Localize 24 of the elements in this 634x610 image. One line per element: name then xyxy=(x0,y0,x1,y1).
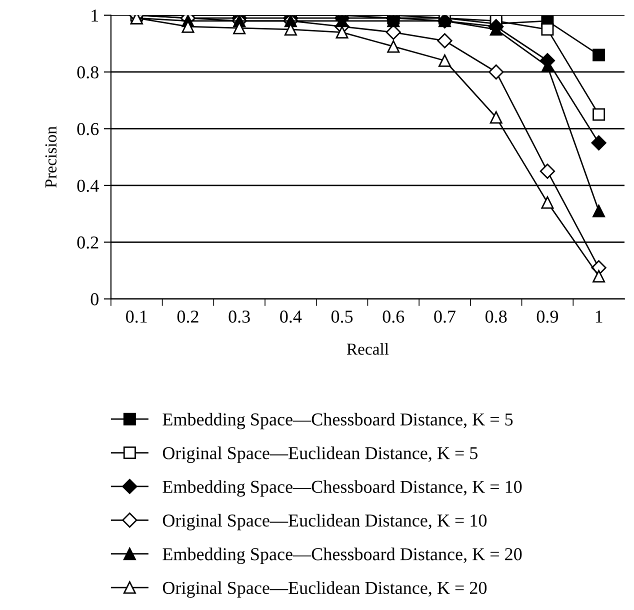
x-tick-label: 0.6 xyxy=(382,310,404,323)
x-tick-label: 0.2 xyxy=(177,310,198,323)
legend-label: Original Space—Euclidean Distance, K = 10 xyxy=(162,514,487,530)
x-tick-label: 0.9 xyxy=(536,310,558,323)
x-tick-label: 0.8 xyxy=(486,310,507,323)
y-tick-label: 0.6 xyxy=(77,122,99,136)
x-tick-label: 0.5 xyxy=(331,310,353,323)
x-axis-title: Recall xyxy=(346,343,389,355)
y-tick-label: 1 xyxy=(92,10,98,22)
x-tick-label: 0.1 xyxy=(126,310,147,323)
y-tick-label: 0.8 xyxy=(77,66,98,78)
x-tick-label: 0.4 xyxy=(280,310,302,323)
legend-label: Original Space—Euclidean Distance, K = 5 xyxy=(162,446,478,463)
legend-label: Embedding Space—Chessboard Distance, K = 10 xyxy=(162,480,522,497)
x-tick-label: 1 xyxy=(596,310,602,323)
y-tick-label: 0.4 xyxy=(77,180,99,192)
y-axis-title: Precision xyxy=(45,126,57,188)
legend-label: Embedding Space—Chessboard Distance, K = 5 xyxy=(162,412,513,430)
x-tick-label: 0.3 xyxy=(228,310,250,323)
y-tick-label: 0.2 xyxy=(77,236,98,249)
x-tick-label: 0.7 xyxy=(434,310,456,323)
y-tick-label: 0 xyxy=(90,293,98,306)
legend-label: Embedding Space—Chessboard Distance, K = 20 xyxy=(162,548,522,564)
legend-label: Original Space—Euclidean Distance, K = 20 xyxy=(162,581,487,598)
